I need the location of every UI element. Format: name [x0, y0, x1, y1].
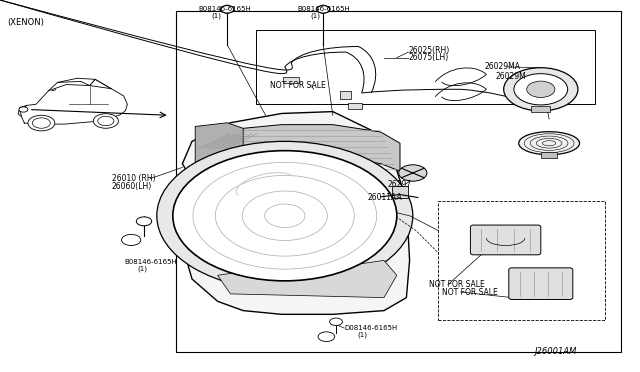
Circle shape [399, 165, 427, 181]
Circle shape [136, 217, 152, 226]
Circle shape [330, 318, 342, 326]
Text: B08146-6165H: B08146-6165H [125, 259, 177, 265]
Text: 26297: 26297 [387, 180, 412, 189]
Polygon shape [218, 260, 397, 298]
Text: (1): (1) [138, 265, 148, 272]
Text: (1): (1) [211, 12, 221, 19]
Text: (1): (1) [357, 331, 367, 338]
Circle shape [28, 115, 55, 131]
Bar [348, 103, 362, 109]
Text: 26029MA: 26029MA [484, 62, 520, 71]
Text: J26001AM: J26001AM [534, 347, 577, 356]
Bar [392, 186, 408, 198]
Bar [340, 91, 351, 99]
Circle shape [527, 81, 555, 97]
Text: 26060(LH): 26060(LH) [112, 182, 152, 190]
Circle shape [514, 74, 568, 105]
Bar [256, 30, 595, 104]
Text: 26075(LH): 26075(LH) [408, 53, 449, 62]
Circle shape [19, 107, 28, 112]
Text: (1): (1) [310, 12, 321, 19]
Text: B08146-6165H: B08146-6165H [198, 6, 251, 12]
Text: B08146-6165H: B08146-6165H [298, 6, 350, 12]
Circle shape [93, 114, 118, 128]
Circle shape [317, 6, 330, 13]
Bar [531, 106, 550, 112]
Polygon shape [195, 125, 400, 192]
Polygon shape [182, 112, 410, 314]
Ellipse shape [519, 132, 580, 155]
Polygon shape [195, 123, 243, 164]
Bar [176, 11, 621, 352]
Bar [283, 77, 300, 83]
Text: NOT FOR SALE: NOT FOR SALE [442, 288, 497, 296]
Circle shape [221, 6, 234, 13]
Text: NOT FOR SALE: NOT FOR SALE [270, 81, 326, 90]
Bar [438, 201, 605, 320]
Text: 26011AA: 26011AA [368, 193, 403, 202]
Text: (XENON): (XENON) [8, 18, 45, 27]
Text: 26010 (RH): 26010 (RH) [112, 174, 156, 183]
Circle shape [504, 68, 578, 111]
Circle shape [173, 151, 397, 281]
Text: 26025(RH): 26025(RH) [408, 46, 449, 55]
FancyBboxPatch shape [509, 268, 573, 299]
FancyBboxPatch shape [470, 225, 541, 255]
Bar [541, 152, 557, 158]
Text: NOT FOR SALE: NOT FOR SALE [429, 280, 484, 289]
Circle shape [157, 141, 413, 290]
Text: 26029M: 26029M [496, 72, 527, 81]
Text: D08146-6165H: D08146-6165H [344, 325, 397, 331]
